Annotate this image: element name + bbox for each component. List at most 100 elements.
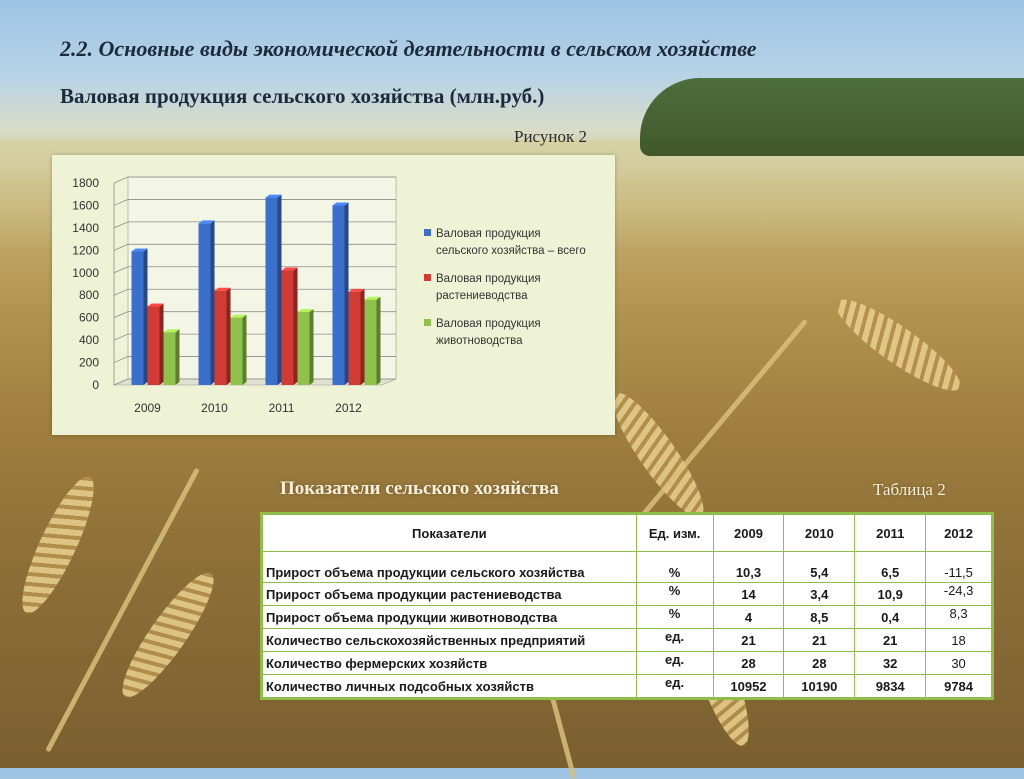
row-unit: % — [635, 551, 714, 583]
cell-2011: 9834 — [854, 674, 927, 699]
bar-chart: 0 200 400 600 800 1000 1200 1400 1600 1800 2009 201… — [52, 155, 615, 435]
cell-2009: 21 — [712, 628, 785, 652]
bar — [348, 291, 361, 385]
bar — [265, 197, 278, 385]
bar-top — [265, 194, 282, 198]
row-label: Прирост объема продукции животноводства — [261, 605, 637, 629]
cell-2009: 14 — [712, 582, 785, 606]
cell-2012: -11,5 — [925, 551, 993, 583]
bar-side — [159, 303, 164, 385]
bar-top — [163, 329, 180, 333]
bar-side — [293, 267, 298, 385]
y-tick-label: 0 — [92, 378, 99, 392]
table-row: Прирост объема продукции сельского хозяй… — [261, 551, 993, 583]
legend-label: животноводства — [436, 335, 523, 347]
bar — [230, 317, 243, 385]
bar-top — [297, 309, 314, 313]
header-indicator: Показатели — [261, 513, 637, 552]
bar-top — [348, 288, 365, 292]
slide-subtitle: Валовая продукция сельского хозяйства (м… — [60, 84, 545, 108]
slide-title: 2.2. Основные виды экономической деятель… — [60, 36, 757, 61]
header-2011: 2011 — [854, 513, 927, 552]
cell-2009: 28 — [712, 651, 785, 675]
bar-top — [214, 287, 231, 291]
table-row: Прирост объема продукции растениеводства… — [261, 582, 993, 606]
bar-top — [131, 248, 148, 252]
table-caption: Таблица 2 — [873, 480, 946, 499]
cell-2011: 32 — [854, 651, 927, 675]
wheat-stalk — [548, 690, 577, 779]
cell-2012: 18 — [925, 628, 993, 652]
y-tick-label: 400 — [79, 333, 99, 347]
bar-top — [147, 303, 164, 307]
cell-2010: 8,5 — [783, 605, 856, 629]
cell-2010: 3,4 — [783, 582, 856, 606]
header-2012: 2012 — [925, 513, 993, 552]
legend-label: сельского хозяйства – всего — [436, 245, 586, 257]
y-tick-label: 200 — [79, 356, 99, 370]
cell-2010: 28 — [783, 651, 856, 675]
indicators-table: Показатели Ед. изм. 2009 2010 2011 2012 … — [260, 512, 994, 700]
cell-2009: 10952 — [712, 674, 785, 699]
row-unit: ед. — [635, 651, 714, 675]
cell-2012: 30 — [925, 651, 993, 675]
header-2010: 2010 — [783, 513, 856, 552]
bar-side — [376, 296, 381, 385]
x-tick-label: 2009 — [134, 401, 161, 415]
bar-side — [226, 287, 231, 385]
bar — [281, 270, 294, 385]
gridline — [113, 288, 396, 296]
legend-label: Валовая продукция — [436, 318, 541, 330]
bar-top — [281, 267, 298, 271]
cell-2011: 21 — [854, 628, 927, 652]
bar — [163, 332, 176, 385]
row-label: Прирост объема продукции растениеводства — [261, 582, 637, 606]
x-tick-label: 2010 — [201, 401, 228, 415]
table-title: Показатели сельского хозяйства — [280, 478, 559, 499]
cell-2009: 10,3 — [712, 551, 785, 583]
row-unit: ед. — [635, 674, 714, 699]
x-tick-label: 2012 — [335, 401, 362, 415]
row-unit: % — [635, 582, 714, 606]
cell-2012: -24,3 — [925, 582, 993, 606]
bar-side — [143, 248, 148, 385]
header-unit: Ед. изм. — [635, 513, 714, 552]
legend-swatch — [424, 274, 431, 281]
gridline — [113, 199, 396, 206]
header-2009: 2009 — [712, 513, 785, 552]
x-tick-label: 2011 — [269, 401, 295, 415]
legend-swatch — [424, 319, 431, 326]
row-label: Количество сельскохозяйственных предприя… — [261, 628, 637, 652]
bar-side — [360, 288, 365, 385]
row-unit: % — [635, 605, 714, 629]
bar-chart-svg: 0 200 400 600 800 1000 1200 1400 1600 1800 2009 201… — [72, 176, 586, 415]
cell-2010: 10190 — [783, 674, 856, 699]
bar — [198, 223, 211, 385]
bar — [364, 299, 377, 385]
wheat-ear — [9, 469, 107, 621]
cell-2012: 8,3 — [925, 605, 993, 629]
bar — [297, 312, 310, 385]
table-row: Количество личных подсобных хозяйств ед.… — [261, 674, 993, 699]
y-tick-label: 1200 — [72, 243, 99, 257]
gridline — [113, 176, 396, 184]
wheat-ear — [110, 563, 226, 707]
table-row: Прирост объема продукции животноводства … — [261, 605, 993, 629]
bar-top — [230, 314, 247, 318]
bar — [131, 251, 144, 385]
gridline — [113, 243, 396, 251]
row-label: Количество личных подсобных хозяйств — [261, 674, 637, 699]
cell-2011: 0,4 — [854, 605, 927, 629]
bar-top — [198, 220, 215, 224]
bar-side — [210, 220, 215, 385]
row-label: Количество фермерских хозяйств — [261, 651, 637, 675]
bar-side — [344, 202, 349, 385]
row-unit: ед. — [635, 628, 714, 652]
y-tick-label: 1600 — [72, 198, 99, 212]
y-tick-label: 1400 — [72, 221, 99, 235]
gridline — [113, 221, 396, 229]
bar-side — [309, 309, 314, 385]
bar-side — [175, 329, 180, 385]
bar-side — [242, 314, 247, 385]
cell-2009: 4 — [712, 605, 785, 629]
